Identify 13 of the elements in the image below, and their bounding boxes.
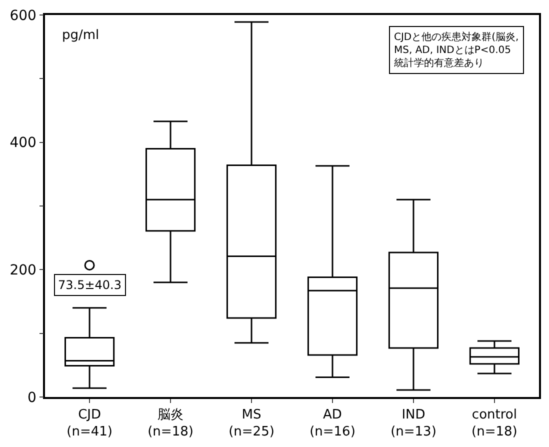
x-tick-label: MS (n=25) [228,407,274,440]
y-tick-label: 600 [10,8,36,24]
x-tick-label: CJD (n=41) [66,407,112,440]
y-axis-title: pg/ml [62,28,100,43]
y-tick-label: 200 [10,262,36,279]
y-tick-label: 0 [28,390,36,406]
x-tick-label: IND (n=13) [390,407,436,440]
y-tick-label: 400 [10,135,36,152]
annotation: CJDと他の疾患対象群(脳炎, MS, AD, INDとはP<0.05 統計学的有意差あり [394,31,519,69]
x-tick-label: AD (n=16) [310,407,356,440]
x-tick-label: 脳炎 (n=18) [148,407,194,440]
annotation: 73.5±40.3 [58,278,122,292]
x-tick-label: control (n=18) [472,407,518,440]
